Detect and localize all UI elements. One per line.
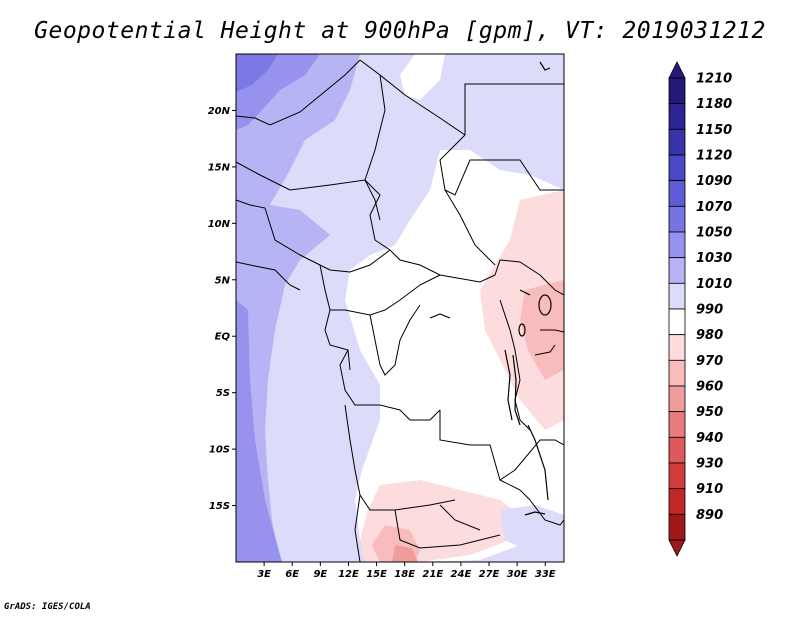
lat-tick-label: 20N [208, 106, 231, 117]
lat-tick-label: 10N [208, 219, 231, 230]
colorbar-label: 1090 [696, 174, 732, 189]
field-1050-sw [236, 300, 282, 562]
lat-tick-label: 15S [209, 501, 230, 512]
colorbar-top-arrow [668, 61, 686, 79]
colorbar-label: 970 [696, 354, 723, 369]
colorbar-label: 1070 [696, 200, 732, 215]
credit-text: GrADS: IGES/COLA [4, 602, 91, 612]
colorbar-label: 980 [696, 328, 723, 343]
colorbar: 1210 1180 1150 1120 1090 1070 1050 1030 1010 990 9… [668, 61, 732, 557]
colorbar-swatch [668, 77, 686, 105]
colorbar-label: 890 [696, 508, 723, 523]
colorbar-label: 1180 [696, 97, 732, 112]
colorbar-swatch [668, 462, 686, 490]
colorbar-swatch [668, 411, 686, 438]
colorbar-swatch [668, 282, 686, 310]
lon-tick-label: 3E [257, 569, 271, 580]
lat-tick-label: 15N [208, 162, 231, 173]
field-960-south [392, 545, 418, 562]
height-field [236, 54, 564, 562]
colorbar-swatch [668, 334, 686, 361]
colorbar-swatch [668, 257, 686, 284]
field-990-north [400, 54, 445, 100]
colorbar-label: 910 [696, 482, 723, 497]
colorbar-label: 960 [696, 380, 723, 395]
lon-tick-label: 27E [479, 569, 500, 580]
political-boundaries [236, 59, 564, 562]
colorbar-label: 1150 [696, 123, 732, 138]
longitude-axis: 3E 6E 9E 12E 15E 18E 21E 24E 27E 30E 33E [257, 562, 556, 580]
latitude-axis: 20N 15N 10N 5N EQ 5S 10S 15S [208, 106, 236, 512]
colorbar-label: 930 [696, 457, 723, 472]
lon-tick-label: 15E [366, 569, 387, 580]
colorbar-label: 1050 [696, 226, 732, 241]
lon-tick-label: 12E [338, 569, 359, 580]
lon-tick-label: 30E [507, 569, 528, 580]
lat-tick-label: EQ [215, 332, 231, 343]
colorbar-swatch [668, 488, 686, 515]
colorbar-label: 1210 [696, 72, 732, 87]
colorbar-label: 1030 [696, 251, 732, 266]
field-1070 [236, 54, 278, 92]
lon-tick-label: 24E [451, 569, 472, 580]
colorbar-swatch [668, 128, 686, 156]
colorbar-swatch [668, 180, 686, 207]
lat-tick-label: 10S [209, 445, 230, 456]
colorbar-swatch [668, 359, 686, 387]
colorbar-swatch [668, 436, 686, 464]
colorbar-swatch [668, 154, 686, 182]
lakes [429, 61, 552, 516]
lon-tick-label: 18E [394, 569, 415, 580]
colorbar-swatch [668, 103, 686, 130]
field-1030 [236, 54, 360, 562]
colorbar-label: 1120 [696, 149, 732, 164]
colorbar-swatch [668, 231, 686, 259]
field-1010-se [500, 505, 564, 555]
lon-tick-label: 6E [285, 569, 299, 580]
colorbar-label: 1010 [696, 277, 732, 292]
colorbar-label: 990 [696, 303, 723, 318]
colorbar-swatch [668, 385, 686, 413]
lat-tick-label: 5S [216, 388, 230, 399]
lon-tick-label: 33E [535, 569, 556, 580]
lat-tick-label: 5N [215, 275, 231, 286]
colorbar-swatch [668, 308, 686, 336]
colorbar-swatch [668, 513, 686, 541]
chart-title: Geopotential Height at 900hPa [gpm], VT:… [34, 18, 766, 44]
map-frame [235, 53, 565, 563]
lon-tick-label: 9E [313, 569, 327, 580]
colorbar-label: 950 [696, 405, 723, 420]
lon-tick-label: 21E [422, 569, 443, 580]
colorbar-swatch [668, 205, 686, 233]
colorbar-label: 940 [696, 431, 723, 446]
colorbar-bottom-arrow [668, 539, 686, 557]
